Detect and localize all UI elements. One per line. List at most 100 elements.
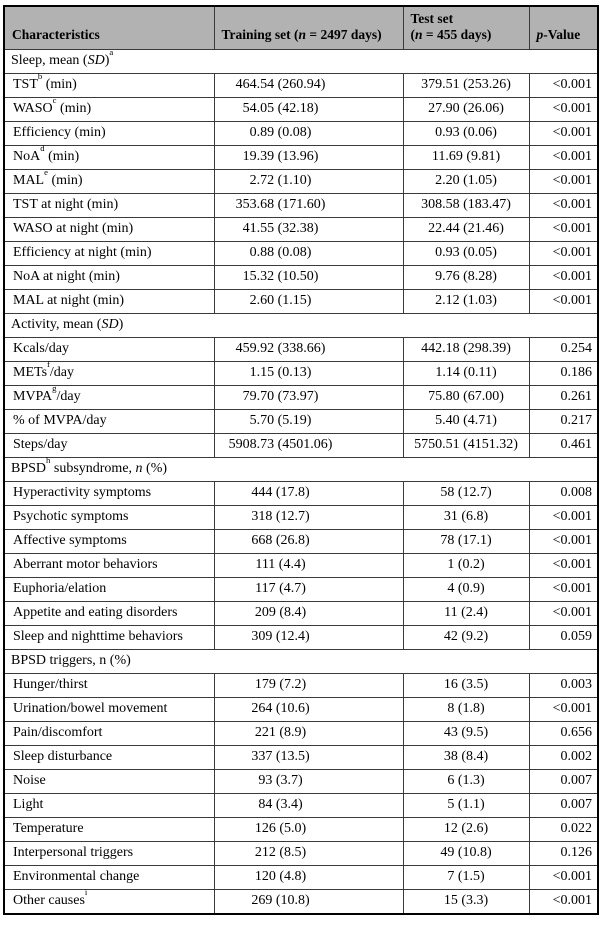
data-row: MAL at night (min) 2.60 (1.15) 2.12 (1.03)…	[3, 289, 599, 315]
characteristic-cell: Hyperactivity symptoms	[3, 481, 215, 507]
training-value-cell: 5.70 (5.19)	[213, 409, 404, 435]
p-value-cell: <0.001	[528, 289, 599, 315]
training-value-cell: 2.60 (1.15)	[213, 289, 404, 315]
characteristic-cell: Aberrant motor behaviors	[3, 553, 215, 579]
training-value-cell: 79.70 (73.97)	[213, 385, 404, 411]
p-value-cell: <0.001	[528, 601, 599, 627]
p-value-cell: 0.002	[528, 745, 599, 771]
test-value-cell: 31 (6.8)	[402, 505, 530, 531]
p-value-cell: 0.217	[528, 409, 599, 435]
p-value-cell: 0.126	[528, 841, 599, 867]
section-header-row: Activity, mean (SD)	[3, 313, 599, 339]
data-row: Psychotic symptoms 318 (12.7) 31 (6.8) <0.0…	[3, 505, 599, 531]
p-value-cell: <0.001	[528, 193, 599, 219]
training-value-cell: 5908.73 (4501.06)	[213, 433, 404, 459]
data-row: Sleep disturbance 337 (13.5) 38 (8.4) 0.002	[3, 745, 599, 771]
header-characteristics: Characteristics	[3, 5, 215, 51]
paper-table-page: Characteristics Training set (n = 2497 d…	[3, 5, 599, 915]
test-value-cell: 27.90 (26.06)	[402, 97, 530, 123]
data-row: TSTb (min) 464.54 (260.94) 379.51 (253.26)…	[3, 71, 599, 99]
header-row: Characteristics Training set (n = 2497 d…	[3, 5, 599, 51]
test-value-cell: 308.58 (183.47)	[402, 193, 530, 219]
training-value-cell: 269 (10.8)	[213, 889, 404, 915]
test-value-cell: 38 (8.4)	[402, 745, 530, 771]
data-row: Hyperactivity symptoms 444 (17.8) 58 (12.7…	[3, 481, 599, 507]
p-value-cell: <0.001	[528, 577, 599, 603]
p-value-cell: <0.001	[528, 265, 599, 291]
training-value-cell: 93 (3.7)	[213, 769, 404, 795]
section-title: BPSD triggers, n (%)	[3, 649, 599, 675]
test-value-cell: 0.93 (0.06)	[402, 121, 530, 147]
data-row: Steps/day 5908.73 (4501.06) 5750.51 (4151.…	[3, 433, 599, 459]
training-value-cell: 0.88 (0.08)	[213, 241, 404, 267]
test-value-cell: 5750.51 (4151.32)	[402, 433, 530, 459]
test-value-cell: 43 (9.5)	[402, 721, 530, 747]
data-row: Aberrant motor behaviors 111 (4.4) 1 (0.2)…	[3, 553, 599, 579]
characteristic-cell: Sleep disturbance	[3, 745, 215, 771]
test-value-cell: 442.18 (298.39)	[402, 337, 530, 363]
test-value-cell: 22.44 (21.46)	[402, 217, 530, 243]
data-row: METsf/day 1.15 (0.13) 1.14 (0.11) 0.186	[3, 359, 599, 387]
p-value-cell: 0.008	[528, 481, 599, 507]
test-value-cell: 49 (10.8)	[402, 841, 530, 867]
test-value-cell: 2.12 (1.03)	[402, 289, 530, 315]
data-row: Other causesi 269 (10.8) 15 (3.3) <0.001	[3, 887, 599, 915]
p-value-cell: <0.001	[528, 529, 599, 555]
characteristic-cell: Efficiency (min)	[3, 121, 215, 147]
training-value-cell: 54.05 (42.18)	[213, 97, 404, 123]
characteristic-cell: Other causesi	[3, 887, 215, 915]
data-row: Sleep and nighttime behaviors 309 (12.4) 4…	[3, 625, 599, 651]
section-title: Sleep, mean (SD)a	[3, 47, 599, 75]
p-value-cell: 0.186	[528, 361, 599, 387]
data-row: NoAd (min) 19.39 (13.96) 11.69 (9.81) <0.00…	[3, 143, 599, 171]
data-row: Temperature 126 (5.0) 12 (2.6) 0.022	[3, 817, 599, 843]
training-value-cell: 126 (5.0)	[213, 817, 404, 843]
data-row: WASOc (min) 54.05 (42.18) 27.90 (26.06) <0.…	[3, 95, 599, 123]
training-value-cell: 179 (7.2)	[213, 673, 404, 699]
data-row: TST at night (min) 353.68 (171.60) 308.58 …	[3, 193, 599, 219]
test-value-cell: 78 (17.1)	[402, 529, 530, 555]
data-row: Interpersonal triggers 212 (8.5) 49 (10.8)…	[3, 841, 599, 867]
p-value-cell: <0.001	[528, 145, 599, 171]
data-row: Light 84 (3.4) 5 (1.1) 0.007	[3, 793, 599, 819]
characteristic-cell: MAL at night (min)	[3, 289, 215, 315]
test-value-cell: 42 (9.2)	[402, 625, 530, 651]
header-p-value: p-Value	[528, 5, 599, 51]
characteristic-cell: Interpersonal triggers	[3, 841, 215, 867]
test-value-cell: 1.14 (0.11)	[402, 361, 530, 387]
section-header-row: Sleep, mean (SD)a	[3, 47, 599, 75]
training-value-cell: 464.54 (260.94)	[213, 73, 404, 99]
training-value-cell: 15.32 (10.50)	[213, 265, 404, 291]
data-row: Appetite and eating disorders 209 (8.4) 11…	[3, 601, 599, 627]
training-value-cell: 111 (4.4)	[213, 553, 404, 579]
characteristic-cell: Environmental change	[3, 865, 215, 891]
training-value-cell: 120 (4.8)	[213, 865, 404, 891]
data-row: Hunger/thirst 179 (7.2) 16 (3.5) 0.003	[3, 673, 599, 699]
p-value-cell: <0.001	[528, 169, 599, 195]
p-value-cell: 0.254	[528, 337, 599, 363]
training-value-cell: 41.55 (32.38)	[213, 217, 404, 243]
data-row: Environmental change 120 (4.8) 7 (1.5) <0.0…	[3, 865, 599, 891]
characteristic-cell: TSTb (min)	[3, 71, 215, 99]
training-value-cell: 309 (12.4)	[213, 625, 404, 651]
test-value-cell: 9.76 (8.28)	[402, 265, 530, 291]
training-value-cell: 117 (4.7)	[213, 577, 404, 603]
characteristic-cell: Urination/bowel movement	[3, 697, 215, 723]
data-row: % of MVPA/day 5.70 (5.19) 5.40 (4.71) 0.217	[3, 409, 599, 435]
test-value-cell: 5 (1.1)	[402, 793, 530, 819]
test-value-cell: 75.80 (67.00)	[402, 385, 530, 411]
training-value-cell: 318 (12.7)	[213, 505, 404, 531]
test-value-cell: 379.51 (253.26)	[402, 73, 530, 99]
p-value-cell: <0.001	[528, 121, 599, 147]
p-value-cell: <0.001	[528, 697, 599, 723]
training-value-cell: 84 (3.4)	[213, 793, 404, 819]
test-value-cell: 2.20 (1.05)	[402, 169, 530, 195]
test-value-cell: 11.69 (9.81)	[402, 145, 530, 171]
p-value-cell: <0.001	[528, 241, 599, 267]
header-test-set: Test set (n = 455 days)	[402, 5, 530, 51]
table-header: Characteristics Training set (n = 2497 d…	[3, 5, 599, 51]
characteristic-cell: MALe (min)	[3, 167, 215, 195]
data-row: Pain/discomfort 221 (8.9) 43 (9.5) 0.656	[3, 721, 599, 747]
p-value-cell: <0.001	[528, 217, 599, 243]
test-value-cell: 4 (0.9)	[402, 577, 530, 603]
